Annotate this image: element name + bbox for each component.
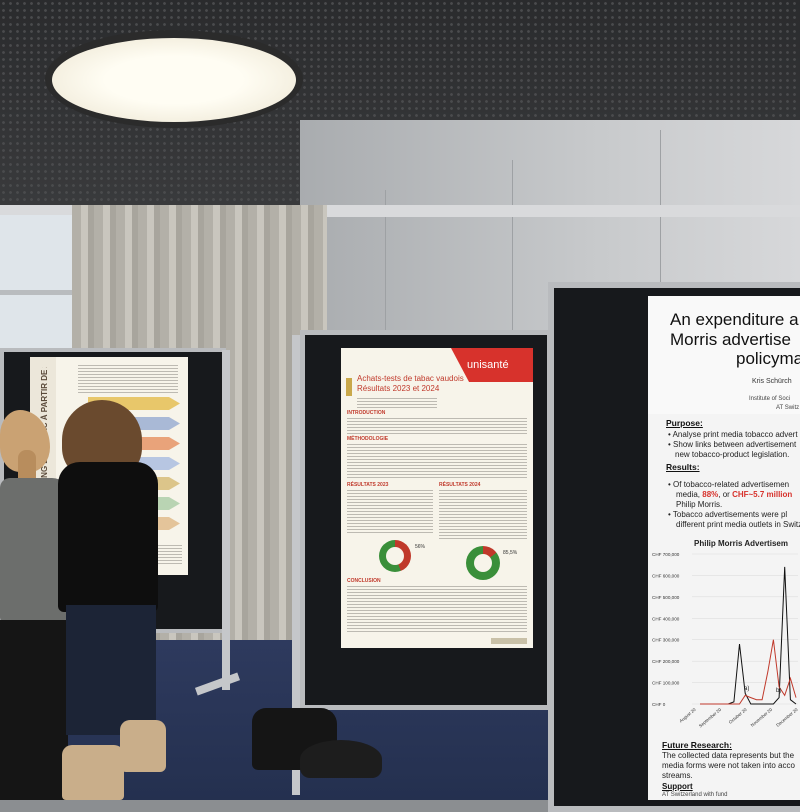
center-poster-title: Achats-tests de tabac vaudois [357,374,464,383]
intro-text [347,418,527,434]
right-poster-title-2: Morris advertise [670,330,791,349]
results-2024-text [439,490,527,540]
conclusion-text [347,586,527,634]
person-middle-top [58,462,158,612]
chart-series-line-1 [700,566,797,705]
donut-chart-2023 [379,540,411,572]
board-leg [222,350,230,690]
chart-x-tick-label: August 20 [678,707,697,724]
center-poster: unisanté Achats-tests de tabac vaudois R… [341,348,533,648]
section-methodology: MÉTHODOLOGIE [347,436,389,442]
right-poster-title-3: policyma [736,349,800,368]
left-poster-text [78,365,178,393]
purpose-item: • Analyse print media tobacco advert [668,430,798,439]
chart-y-tick-label: CHF 500,000 [652,595,680,600]
chart-y-tick-label: CHF 100,000 [652,681,680,686]
chart-x-tick-label: November 20 [750,707,774,728]
donut-chart-2024 [466,546,500,580]
method-text [347,444,527,480]
unisante-logo: unisanté [467,359,509,371]
right-poster-affiliation-2: AT Switz [776,405,800,411]
chart-x-tick-label: October 20 [728,707,748,725]
future-research-text: streams. [662,771,693,780]
center-poster-subtitle: Résultats 2023 et 2024 [357,384,440,393]
chart-y-tick-label: CHF 300,000 [652,638,680,643]
vaud-crest-icon [346,378,352,396]
results-item-continued: Philip Morris. [676,500,723,509]
chart-y-tick-label: CHF 400,000 [652,616,680,621]
chart-y-tick-label: CHF 0 [652,702,666,707]
chart-series-line-2 [700,639,797,705]
results-item-continued: media, 88%, or CHF~5.7 million [676,490,793,499]
right-poster-authors: Kris Schürch [752,378,792,385]
results-item: • Tobacco advertisements were pl [668,510,788,519]
right-poster-affiliation-1: Institute of Soci [749,396,791,402]
section-conclusion: CONCLUSION [347,578,381,584]
results-2023-text [347,490,433,534]
results-item-continued: different print media outlets in Switz [676,520,800,529]
advertising-line-chart: Philip Morris Advertisem CHF 700,000 CHF … [652,539,799,729]
future-research-heading: Future Research: [662,740,732,750]
section-introduction: INTRODUCTION [347,410,386,416]
chart-x-tick-label: December 20 [775,707,799,728]
person-left-pants [0,620,68,800]
chart-y-tick-label: CHF 200,000 [652,659,680,664]
boot-left [62,745,124,800]
purpose-item-continued: new tobacco-product legislation. [675,450,790,459]
support-text: AT Switzerland with fund [662,792,728,798]
purpose-item: • Show links between advertisement [668,440,797,449]
results-item: • Of tobacco-related advertisemen [668,480,790,489]
future-research-text: The collected data represents but the [662,751,795,760]
lamp-light [52,38,296,122]
future-research-text: media forms were not taken into acco [662,761,795,770]
stat-2023: 56% [415,544,426,550]
chart-annotation: a) [744,686,749,692]
chart-y-tick-label: CHF 600,000 [652,573,680,578]
chart-annotation: b) [776,688,781,694]
support-heading: Support [662,782,693,791]
section-results-2024: RÉSULTATS 2024 [439,482,481,488]
boot-right [120,720,166,772]
section-results-2023: RÉSULTATS 2023 [347,482,389,488]
bag-strap [300,740,382,778]
stat-2024: 85,5% [503,550,518,556]
chart-title: Philip Morris Advertisem [694,539,788,548]
authors-text [357,398,437,408]
purpose-heading: Purpose: [666,418,703,428]
person-middle-jeans [66,605,156,735]
right-poster-title-1: An expenditure a [670,310,799,329]
chart-x-tick-label: September 20 [698,707,723,729]
chart-y-tick-label: CHF 700,000 [652,552,680,557]
board-leg [292,335,300,795]
window-frame [0,290,80,295]
results-heading: Results: [666,462,700,472]
right-poster: An expenditure a Morris advertise policy… [648,296,800,800]
footer-logos [491,638,527,644]
